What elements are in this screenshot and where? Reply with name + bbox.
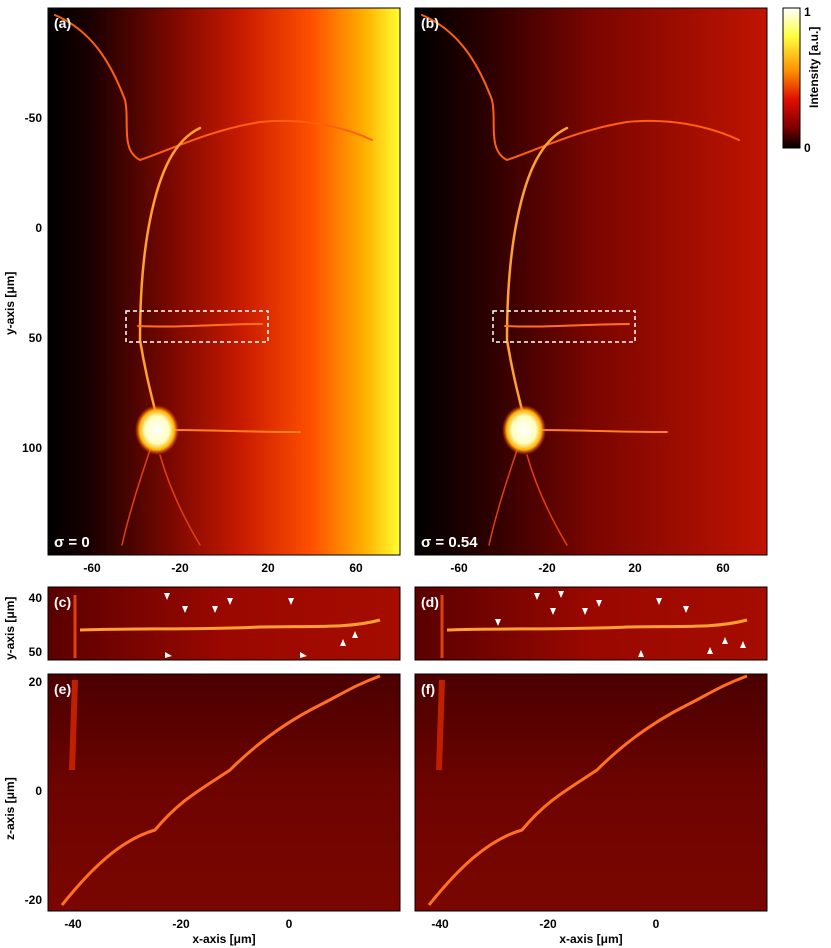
bottom-x-tick-e: -20 xyxy=(172,917,190,931)
top-y-axis-label: y-axis [μm] xyxy=(3,272,17,335)
dendrite-e xyxy=(60,674,381,906)
top-x-tick-a: 60 xyxy=(349,561,363,575)
bottom-x-tick-e: 0 xyxy=(286,917,293,931)
panel-f: (f) xyxy=(414,673,768,912)
panel-d: (d) xyxy=(414,586,768,661)
panel-a-frame xyxy=(47,7,401,556)
bottom-x-tick-f: 0 xyxy=(653,917,660,931)
panel-e-image xyxy=(48,674,400,911)
panel-c-label: (c) xyxy=(54,594,71,610)
panel-a-label: (a) xyxy=(54,15,71,31)
panel-a: (a) σ = 0 xyxy=(47,7,401,556)
soma-a xyxy=(135,405,179,455)
panel-f-image xyxy=(415,674,767,911)
panel-e-label: (e) xyxy=(54,681,71,697)
bottom-axes: z-axis [μm] 20 0 -20 -40 -20 0 -40 -20 0… xyxy=(3,675,660,946)
bottom-x-tick-f: -40 xyxy=(431,917,449,931)
top-y-tick: 0 xyxy=(35,221,42,235)
top-x-tick-b: -60 xyxy=(450,561,468,575)
roi-box-b xyxy=(492,310,636,343)
panel-c-image xyxy=(48,587,400,660)
top-y-tick: 100 xyxy=(22,441,42,455)
bottom-x-tick-f: -20 xyxy=(539,917,557,931)
mid-y-tick: 40 xyxy=(29,591,43,605)
neuron-a xyxy=(54,14,373,546)
dendrite-c xyxy=(79,618,381,632)
dendrite-f xyxy=(427,674,748,906)
panel-b-image xyxy=(415,8,767,555)
colorbar-max: 1 xyxy=(804,5,811,19)
top-x-tick-a: -20 xyxy=(171,561,189,575)
roi-box-a xyxy=(125,310,269,343)
colorbar-gradient xyxy=(782,7,801,149)
top-y-tick: -50 xyxy=(25,111,43,125)
panel-b-label: (b) xyxy=(421,15,439,31)
panel-b: (b) σ = 0.54 xyxy=(414,7,768,556)
top-x-tick-b: 60 xyxy=(716,561,730,575)
dendrite-d xyxy=(446,618,748,632)
top-x-tick-b: -20 xyxy=(538,561,556,575)
panel-e: (e) xyxy=(47,673,401,912)
panel-d-label: (d) xyxy=(421,594,439,610)
soma-b xyxy=(502,405,546,455)
colorbar-min: 0 xyxy=(804,141,811,155)
panel-c: (c) xyxy=(47,586,401,661)
panel-d-image xyxy=(415,587,767,660)
arrowheads-d xyxy=(495,591,746,657)
neuron-b xyxy=(421,14,740,546)
top-x-tick-a: 20 xyxy=(261,561,275,575)
bottom-y-tick: 0 xyxy=(35,784,42,798)
panel-f-label: (f) xyxy=(421,681,435,697)
x-axis-label-f: x-axis [μm] xyxy=(559,932,622,946)
mid-y-tick: 50 xyxy=(29,645,43,659)
top-y-tick: 50 xyxy=(29,331,43,345)
bottom-y-tick: 20 xyxy=(29,675,43,689)
panel-b-sigma: σ = 0.54 xyxy=(421,534,478,551)
mid-axes: y-axis [μm] 40 50 xyxy=(3,591,42,660)
panel-a-sigma: σ = 0 xyxy=(54,534,90,551)
panel-a-image xyxy=(48,8,400,555)
arrowheads-c xyxy=(164,593,358,658)
panel-b-frame xyxy=(414,7,768,556)
bottom-x-tick-e: -40 xyxy=(64,917,82,931)
colorbar-label: Intensity [a.u.] xyxy=(807,27,821,108)
bottom-y-tick: -20 xyxy=(25,893,43,907)
bottom-y-axis-label: z-axis [μm] xyxy=(3,777,17,840)
top-x-tick-b: 20 xyxy=(628,561,642,575)
colorbar: 1 0 Intensity [a.u.] xyxy=(782,5,821,155)
top-axes: y-axis [μm] -50 0 50 100 -60 -20 20 60 -… xyxy=(3,111,730,575)
top-x-tick-a: -60 xyxy=(83,561,101,575)
x-axis-label-e: x-axis [μm] xyxy=(192,932,255,946)
mid-y-axis-label: y-axis [μm] xyxy=(3,597,17,660)
